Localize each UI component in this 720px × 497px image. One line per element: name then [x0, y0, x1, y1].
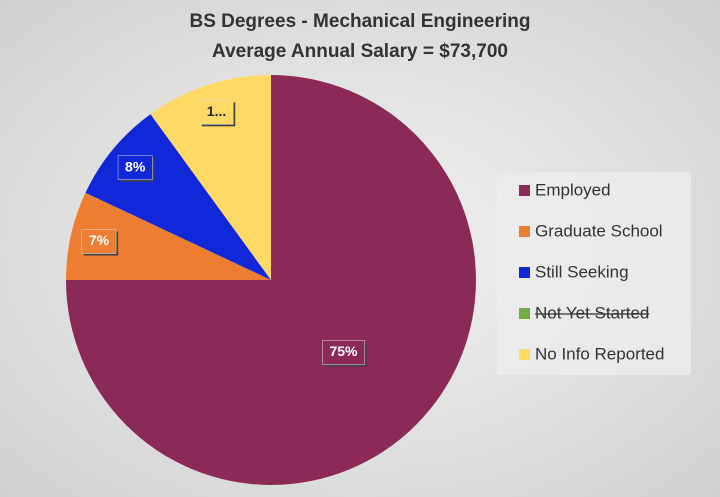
legend-label: Graduate School — [535, 221, 663, 240]
value-label: 8% — [125, 158, 146, 174]
legend-label: Employed — [535, 180, 611, 199]
value-label-box — [199, 100, 234, 125]
value-label-box — [322, 340, 365, 365]
legend-swatch — [519, 267, 530, 278]
value-label-box — [81, 229, 117, 254]
legend-swatch — [519, 185, 530, 196]
chart-subtitle: Average Annual Salary = $73,700 — [212, 41, 508, 62]
legend-label: Still Seeking — [535, 262, 629, 281]
pie-slice — [150, 75, 271, 280]
legend-swatch — [519, 308, 530, 319]
value-label: 75% — [329, 343, 358, 359]
value-label: 1... — [207, 103, 226, 119]
legend-swatch — [519, 226, 530, 237]
chart-title: BS Degrees - Mechanical Engineering — [189, 11, 530, 32]
value-label-box — [117, 155, 153, 180]
pie-slice — [66, 192, 271, 280]
legend-label: No Info Reported — [535, 344, 664, 363]
legend-swatch — [519, 349, 530, 360]
legend-label: Not Yet Started — [535, 303, 649, 322]
value-label: 7% — [89, 232, 110, 248]
